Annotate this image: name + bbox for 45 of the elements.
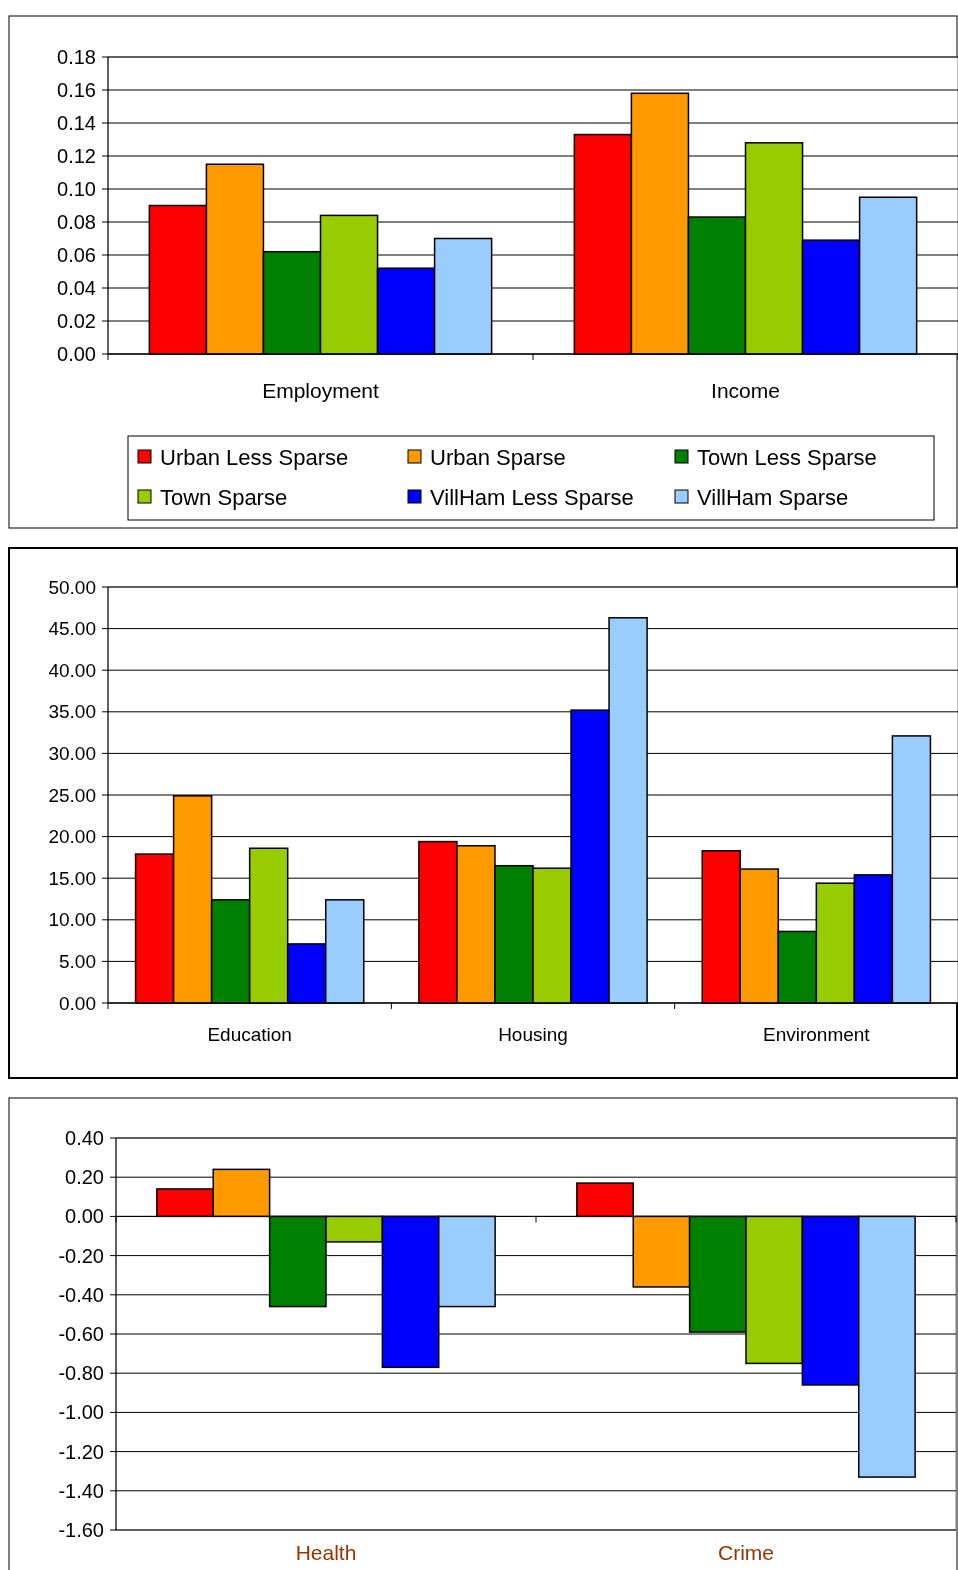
y-tick-label: -1.40 [58, 1479, 104, 1502]
y-tick-label: 0.16 [57, 79, 96, 101]
legend-label: VillHam Less Sparse [430, 484, 634, 510]
y-tick-label: 15.00 [48, 867, 96, 889]
y-tick-label: 5.00 [59, 951, 96, 973]
legend-label: Urban Less Sparse [160, 444, 349, 470]
y-tick-label: 0.06 [57, 244, 96, 266]
legend-label: Town Sparse [160, 484, 288, 510]
legend-label: Urban Sparse [430, 444, 566, 470]
x-tick-label: Housing [498, 1024, 568, 1045]
y-tick-label: 0.10 [57, 178, 96, 200]
y-tick-label: 50.00 [48, 576, 96, 598]
y-tick-label: -1.60 [58, 1519, 104, 1541]
x-tick-label: Crime [718, 1541, 774, 1564]
y-tick-label: -0.20 [58, 1244, 104, 1267]
y-tick-label: 0.02 [57, 310, 96, 332]
legend-label: Town Less Sparse [697, 444, 877, 470]
y-tick-label: -0.40 [58, 1283, 104, 1306]
y-tick-label: 0.04 [57, 277, 96, 299]
y-tick-label: -1.00 [58, 1401, 104, 1424]
y-tick-label: 0.00 [65, 1205, 104, 1228]
legend-label: VillHam Sparse [697, 484, 849, 510]
y-tick-label: 30.00 [48, 743, 96, 765]
y-tick-label: -1.20 [58, 1440, 104, 1463]
y-tick-label: 45.00 [48, 618, 96, 640]
y-tick-label: 40.00 [48, 659, 96, 681]
x-tick-label: Employment [262, 379, 380, 402]
y-tick-label: 0.14 [57, 112, 96, 134]
y-tick-label: -0.60 [58, 1323, 104, 1345]
x-tick-label: Education [207, 1024, 292, 1045]
y-tick-label: 0.20 [65, 1166, 104, 1189]
y-tick-label: 0.00 [57, 343, 96, 365]
y-tick-label: 0.12 [57, 145, 96, 167]
y-tick-label: -0.80 [58, 1362, 104, 1385]
y-tick-label: 0.00 [59, 992, 96, 1014]
y-tick-label: 0.40 [65, 1127, 104, 1149]
x-tick-label: Environment [763, 1024, 871, 1045]
x-tick-label: Income [711, 379, 780, 402]
y-tick-label: 25.00 [48, 784, 96, 806]
y-tick-label: 10.00 [48, 909, 96, 931]
y-tick-label: 35.00 [48, 701, 96, 723]
y-tick-label: 20.00 [48, 826, 96, 848]
y-tick-label: 0.08 [57, 211, 96, 233]
y-tick-label: 0.18 [57, 46, 96, 68]
x-tick-label: Health [295, 1541, 357, 1564]
